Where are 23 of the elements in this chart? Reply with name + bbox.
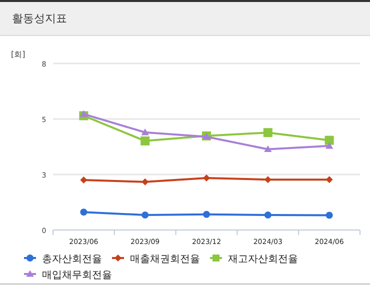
- point: [264, 176, 272, 184]
- point: [325, 142, 334, 149]
- point: [203, 210, 210, 218]
- point: [80, 176, 88, 184]
- legend-label: 매출채권회전율: [130, 254, 200, 265]
- y-axis-title: [회]: [11, 50, 26, 59]
- legend-label: 매입채무회전율: [42, 270, 112, 281]
- point: [142, 178, 149, 186]
- legend-label: 재고자산회전율: [228, 254, 298, 265]
- point: [80, 110, 88, 117]
- point: [264, 145, 272, 152]
- point: [326, 212, 333, 219]
- point: [203, 174, 210, 182]
- point: [324, 136, 334, 145]
- point: [140, 136, 150, 146]
- legend-label: 총자산회전율: [42, 254, 102, 265]
- point: [142, 212, 149, 219]
- point: [326, 176, 333, 184]
- point: [264, 212, 272, 219]
- point: [141, 128, 149, 136]
- point: [263, 128, 272, 138]
- point: [80, 208, 88, 216]
- chart-title: 활동성지표: [12, 12, 67, 25]
